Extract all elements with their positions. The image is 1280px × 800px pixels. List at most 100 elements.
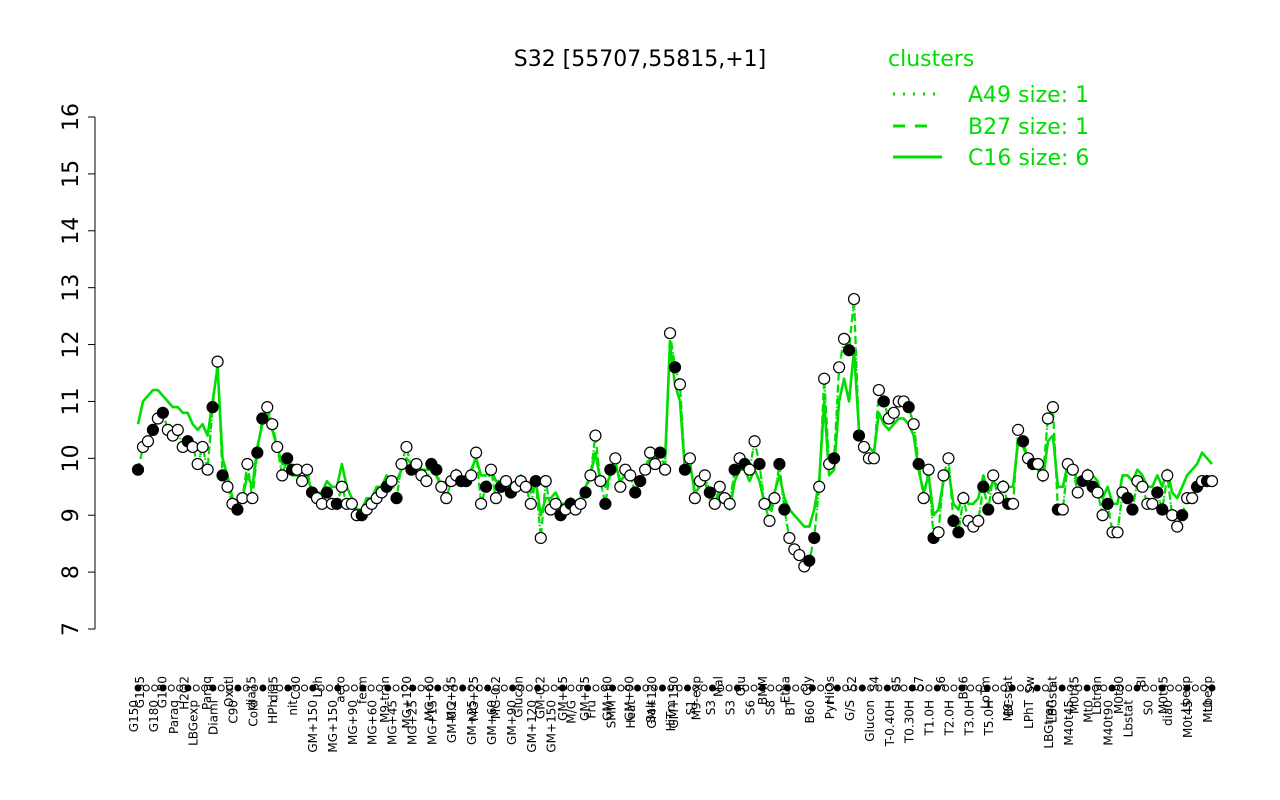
y-tick-label: 12 <box>59 331 84 359</box>
x-tick-mark <box>1100 684 1108 692</box>
x-tick-mark <box>567 684 575 692</box>
x-tick-label-top: Lbexp <box>1201 676 1215 712</box>
x-tick-mark <box>259 684 267 692</box>
x-tick-mark <box>933 684 941 692</box>
data-point <box>216 469 229 482</box>
x-tick-mark <box>825 684 833 692</box>
x-tick-mark <box>842 684 850 692</box>
data-point <box>246 492 259 505</box>
x-tick-mark <box>492 684 500 692</box>
x-tick-mark <box>692 684 700 692</box>
x-tick-label-top: C30 <box>289 676 303 700</box>
x-tick-mark <box>284 684 292 692</box>
x-tick-label-bottom: G180 <box>147 700 161 732</box>
data-point <box>783 531 796 545</box>
x-tick-label-top: MG-0.2 <box>489 676 503 719</box>
legend-title: clusters <box>888 47 974 72</box>
x-tick-label-top: GM+90 <box>623 676 637 721</box>
data-point <box>489 492 503 505</box>
x-tick-mark <box>459 684 467 692</box>
x-tick-mark <box>292 684 300 692</box>
data-point <box>345 497 358 510</box>
data-point <box>440 492 453 505</box>
x-tick-label-bottom: GM-0.2 <box>445 700 459 743</box>
data-point <box>261 401 274 414</box>
x-tick-mark <box>417 684 425 692</box>
x-tick-mark <box>1041 684 1049 692</box>
data-point <box>241 457 254 471</box>
x-tick-label-bottom: HPh <box>266 700 280 724</box>
data-point <box>713 480 726 493</box>
x-tick-mark <box>1183 684 1191 692</box>
data-point <box>420 474 433 488</box>
x-tick-label-bottom: GM+120 <box>525 700 539 753</box>
x-tick-label-top: G135 <box>133 676 147 708</box>
data-point <box>430 463 443 476</box>
x-tick-label-top: Glucon <box>511 676 525 718</box>
x-tick-mark <box>942 684 950 692</box>
data-point <box>803 554 816 567</box>
data-point <box>390 492 403 505</box>
data-point <box>1156 503 1169 516</box>
x-tick-mark <box>775 684 783 692</box>
x-tick-label-top: BI <box>1134 676 1148 688</box>
x-tick-mark <box>1075 684 1083 692</box>
data-point <box>435 480 448 493</box>
x-tick-mark <box>783 684 791 692</box>
x-tick-label-top: Lbexp <box>1179 676 1193 712</box>
y-tick-label: 8 <box>59 565 84 579</box>
data-point <box>668 361 682 374</box>
data-point <box>171 423 184 436</box>
x-tick-mark <box>525 684 533 692</box>
x-tick-mark <box>450 684 458 692</box>
legend-label-c16: C16 size: 6 <box>968 146 1089 171</box>
x-tick-mark <box>683 684 691 692</box>
data-point <box>1036 469 1050 482</box>
x-tick-mark <box>517 684 525 692</box>
x-tick-label-top: S5 <box>890 676 904 691</box>
x-tick-mark <box>1033 684 1041 692</box>
x-tick-label-top: dia5 <box>267 676 281 702</box>
data-point <box>1066 463 1079 476</box>
data-point <box>818 372 831 385</box>
x-tick-label-bottom: G150 <box>127 700 141 732</box>
x-tick-label-top: HiOs <box>823 676 837 704</box>
x-tick-mark <box>667 684 675 692</box>
x-tick-label-top: Lbtran <box>1090 676 1104 715</box>
x-tick-mark <box>917 684 925 692</box>
data-point <box>728 463 741 476</box>
y-axis: 7 8 9 10 11 12 13 14 15 16 <box>59 103 96 636</box>
x-tick-mark <box>983 684 991 692</box>
data-point <box>723 497 736 510</box>
data-point <box>1041 412 1055 425</box>
x-tick-label-bottom: GM+90 <box>505 700 519 745</box>
x-tick-label-top: M9-tran <box>378 676 392 723</box>
x-tick-label-bottom: Heat <box>624 700 638 729</box>
x-tick-label-top: S4 <box>867 676 881 691</box>
x-tick-label-bottom: T1.0H <box>923 700 937 736</box>
x-tick-mark <box>892 684 900 692</box>
data-point <box>852 429 866 442</box>
x-tick-mark <box>625 684 633 692</box>
data-point <box>663 327 677 340</box>
x-axis: G135 G180 H2O2 Paraq Oxctl dia15 dia5 C30 LPh aer… <box>127 676 1216 753</box>
y-tick-label: 14 <box>59 217 84 245</box>
x-tick-label-bottom: T-0.40H <box>883 700 897 747</box>
data-point <box>977 480 990 493</box>
x-tick-label-bottom: B60 <box>803 700 817 724</box>
data-point <box>1011 423 1025 436</box>
x-tick-mark <box>484 684 492 692</box>
x-tick-mark <box>817 684 825 692</box>
data-point <box>141 435 155 448</box>
series-lines <box>136 297 1213 568</box>
data-point <box>1007 497 1020 510</box>
data-point <box>987 469 1000 482</box>
x-tick-label-bottom: LBGexp <box>187 700 201 746</box>
x-tick-mark <box>226 684 234 692</box>
x-tick-label-bottom: G/S <box>843 700 857 721</box>
x-tick-label-bottom: SMM <box>604 700 618 728</box>
x-tick-label-bottom: Mt0 <box>1082 700 1096 723</box>
x-tick-mark <box>184 684 192 692</box>
x-tick-label-top: LBGstat <box>1045 676 1059 723</box>
